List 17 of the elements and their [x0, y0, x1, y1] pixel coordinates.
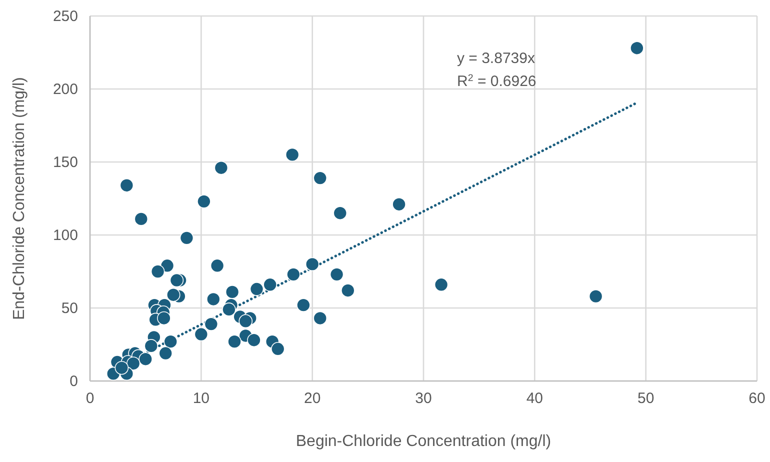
x-tick-label: 30 [415, 390, 432, 407]
x-tick-label: 50 [637, 390, 654, 407]
y-tick-label: 100 [52, 227, 78, 244]
x-tick-label: 10 [192, 390, 210, 407]
y-tick-label: 200 [52, 81, 78, 98]
annotation: y = 3.8739x [457, 50, 536, 67]
y-tick-label: 250 [52, 8, 78, 25]
x-tick-label: 60 [748, 390, 766, 407]
x-axis-title: Begin-Chloride Concentration (mg/l) [296, 433, 552, 450]
y-axis-title: End-Chloride Concentration (mg/l) [11, 77, 28, 320]
x-tick-label: 20 [304, 390, 321, 407]
annotation: R$^{2}$ = 0.6926 [457, 72, 536, 90]
y-tick-label: 50 [61, 300, 78, 317]
x-tick-label: 40 [526, 390, 544, 407]
x-tick-label: 0 [86, 390, 94, 407]
y-tick-label: 0 [70, 373, 78, 390]
y-tick-label: 150 [52, 154, 78, 171]
